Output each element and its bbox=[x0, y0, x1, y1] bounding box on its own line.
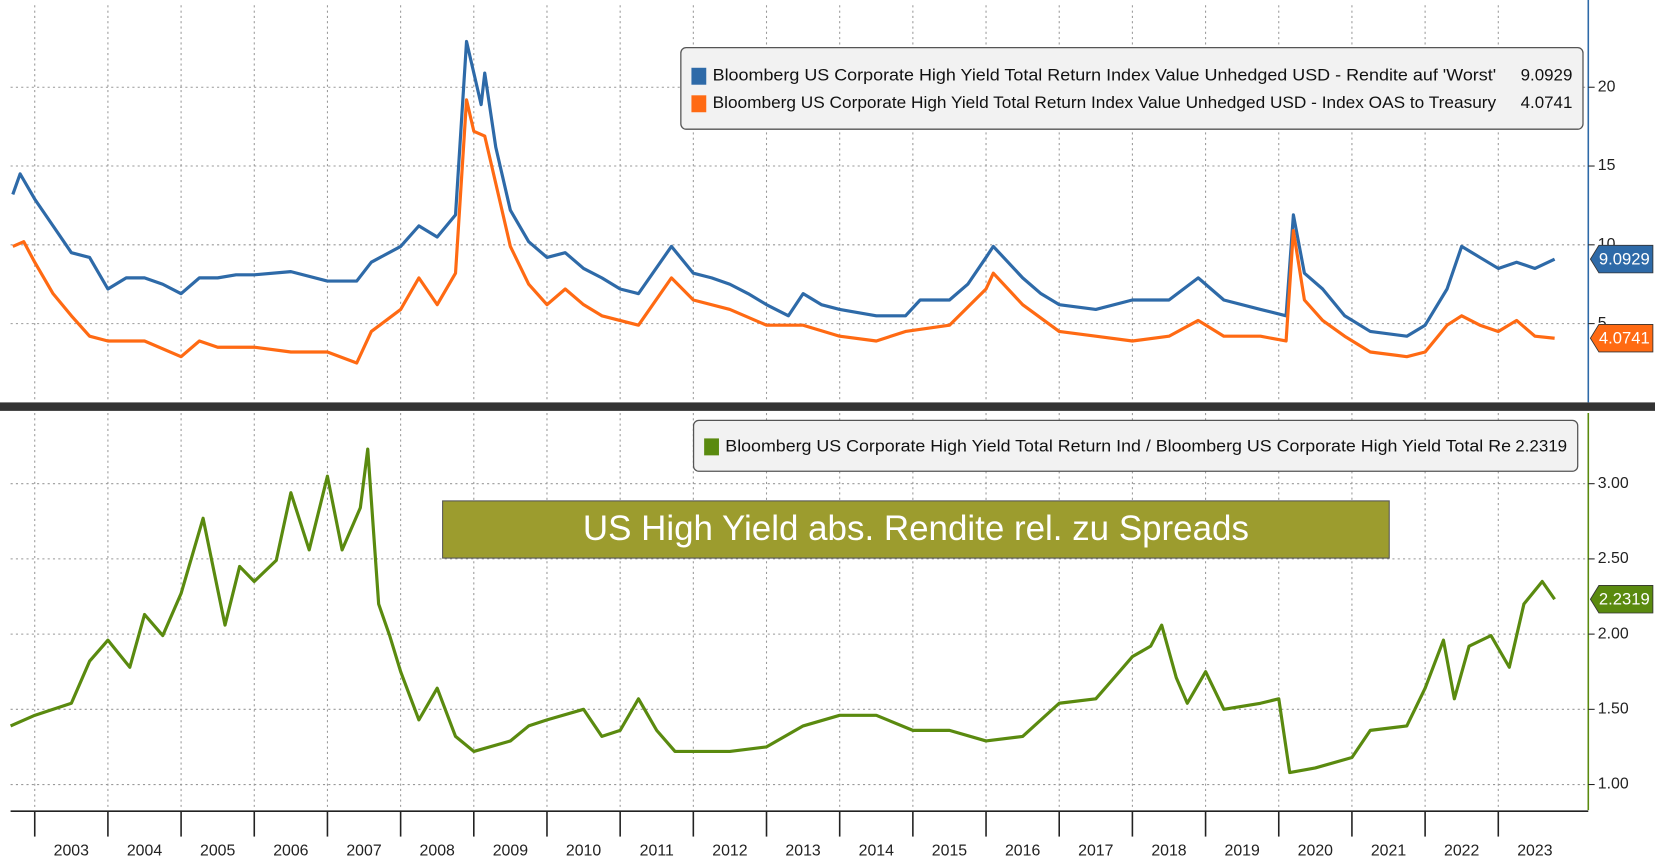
panel-separator bbox=[0, 402, 1655, 411]
data-line bbox=[12, 98, 1555, 365]
legend-swatch bbox=[704, 438, 719, 456]
x-tick-label: 2007 bbox=[346, 843, 381, 860]
legend-label: Bloomberg US Corporate High Yield Total … bbox=[725, 436, 1511, 455]
x-tick-label: 2003 bbox=[54, 843, 89, 860]
x-tick-label: 2012 bbox=[712, 843, 747, 860]
value-tag-label: 9.0929 bbox=[1599, 250, 1650, 269]
y-tick-label: 2.50 bbox=[1598, 550, 1629, 567]
y-tick-label: 15 bbox=[1598, 157, 1616, 174]
legend-label: Bloomberg US Corporate High Yield Total … bbox=[713, 66, 1497, 85]
x-tick-label: 2014 bbox=[859, 843, 894, 860]
y-tick-label: 1.00 bbox=[1598, 776, 1629, 793]
x-tick-label: 2021 bbox=[1371, 843, 1406, 860]
x-tick-label: 2022 bbox=[1444, 843, 1479, 860]
x-tick-label: 2010 bbox=[566, 843, 601, 860]
y-tick-label: 1.50 bbox=[1598, 701, 1629, 718]
y-tick-label: 5 bbox=[1598, 315, 1607, 332]
value-tag bbox=[1589, 324, 1654, 353]
x-tick-label: 2018 bbox=[1151, 843, 1186, 860]
legend-box bbox=[680, 47, 1584, 130]
value-tag bbox=[1589, 585, 1654, 614]
legend-swatch bbox=[691, 67, 707, 85]
value-tag bbox=[1589, 244, 1654, 274]
annotation: US High Yield abs. Rendite rel. zu Sprea… bbox=[583, 509, 1249, 548]
legend-label: Bloomberg US Corporate High Yield Total … bbox=[713, 93, 1497, 112]
value-tag-label: 4.0741 bbox=[1599, 329, 1650, 348]
x-tick-label: 2006 bbox=[273, 843, 308, 860]
y-tick-label: 20 bbox=[1598, 78, 1616, 95]
legend-swatch bbox=[691, 95, 707, 113]
x-tick-label: 2023 bbox=[1517, 843, 1552, 860]
x-tick-label: 2005 bbox=[200, 843, 235, 860]
y-tick-label: 3.00 bbox=[1598, 475, 1629, 492]
legend-value: 9.0929 bbox=[1521, 66, 1573, 85]
data-line bbox=[11, 39, 1556, 338]
x-tick-label: 2016 bbox=[1005, 843, 1040, 860]
legend-value: 2.2319 bbox=[1515, 436, 1567, 455]
x-tick-label: 2015 bbox=[932, 843, 967, 860]
value-tag-label: 2.2319 bbox=[1599, 590, 1650, 609]
data-line bbox=[9, 447, 1556, 775]
x-tick-label: 2004 bbox=[127, 843, 162, 860]
annotation-box bbox=[442, 500, 1390, 559]
x-tick-label: 2009 bbox=[493, 843, 528, 860]
legend-box bbox=[692, 419, 1579, 472]
x-tick-label: 2008 bbox=[420, 843, 455, 860]
legend-value: 4.0741 bbox=[1521, 93, 1573, 112]
x-tick-label: 2013 bbox=[785, 843, 820, 860]
x-tick-label: 2020 bbox=[1298, 843, 1333, 860]
y-tick-label: 2.00 bbox=[1598, 625, 1629, 642]
x-tick-label: 2019 bbox=[1224, 843, 1259, 860]
x-tick-label: 2011 bbox=[640, 843, 674, 860]
x-tick-label: 2017 bbox=[1078, 843, 1113, 860]
